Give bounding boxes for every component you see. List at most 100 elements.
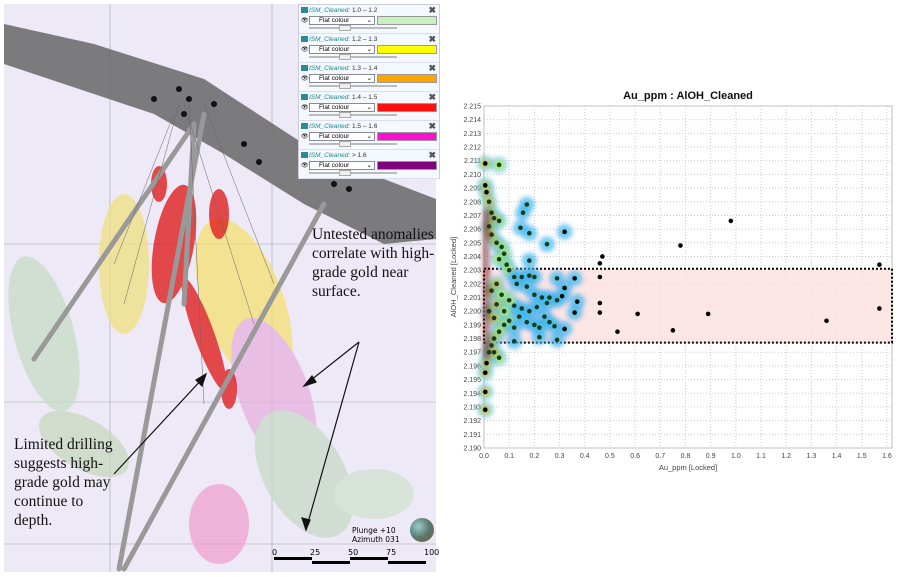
- close-icon[interactable]: ✖: [428, 121, 436, 131]
- colour-swatch[interactable]: [377, 132, 437, 141]
- y-tick-label: 2.201: [463, 295, 481, 302]
- close-icon[interactable]: ✖: [428, 150, 436, 160]
- orientation-globe-icon[interactable]: [410, 518, 434, 542]
- plunge-label: Plunge +10: [352, 526, 396, 535]
- eye-icon[interactable]: 👁: [301, 134, 309, 140]
- y-tick-label: 2.214: [463, 117, 481, 124]
- eye-icon[interactable]: 👁: [301, 76, 309, 82]
- eye-icon[interactable]: 👁: [301, 18, 309, 24]
- slider-handle[interactable]: [339, 83, 351, 89]
- data-point: [511, 338, 517, 344]
- colour-mode-select[interactable]: Flat colour ⌄: [309, 16, 375, 25]
- colour-mode-select[interactable]: Flat colour ⌄: [309, 132, 375, 141]
- colour-mode-select[interactable]: Flat colour ⌄: [309, 103, 375, 112]
- legend-panel: ISM_Cleaned: 1.0 – 1.2 ✖ 👁 Flat colour ⌄ …: [298, 4, 440, 179]
- x-tick-label: 1.6: [882, 453, 892, 460]
- colour-swatch[interactable]: [377, 16, 437, 25]
- y-tick-label: 2.190: [463, 446, 481, 453]
- slider-handle[interactable]: [339, 25, 351, 31]
- annotation-untested-anomalies: Untested anomalies correlate with high-g…: [312, 226, 435, 300]
- colour-mode-select[interactable]: Flat colour ⌄: [309, 74, 375, 83]
- data-point: [524, 319, 530, 325]
- slider-handle[interactable]: [339, 141, 351, 147]
- scale-bar: 0 25 50 75 100: [272, 548, 439, 564]
- x-tick-label: 0.3: [555, 453, 565, 460]
- x-tick-label: 0.2: [530, 453, 540, 460]
- data-point: [547, 295, 552, 300]
- data-point: [542, 314, 547, 319]
- opacity-slider[interactable]: [309, 56, 397, 58]
- folder-icon: [301, 123, 308, 129]
- opacity-slider[interactable]: [309, 114, 397, 116]
- scale-label: 100: [424, 548, 440, 557]
- chart-title: Au_ppm : AlOH_Cleaned: [623, 90, 753, 102]
- data-point: [482, 389, 488, 395]
- scale-label: 75: [386, 548, 397, 557]
- opacity-slider[interactable]: [309, 172, 397, 174]
- slider-handle[interactable]: [339, 112, 351, 118]
- close-icon[interactable]: ✖: [428, 92, 436, 102]
- x-tick-label: 1.3: [807, 453, 817, 460]
- data-point: [877, 306, 882, 311]
- y-tick-label: 2.191: [463, 432, 481, 439]
- data-point: [532, 322, 537, 328]
- data-point: [486, 224, 492, 229]
- data-point: [527, 308, 532, 314]
- eye-icon[interactable]: 👁: [301, 163, 309, 169]
- x-tick-label: 0.6: [630, 453, 640, 460]
- data-point: [572, 276, 577, 281]
- colour-mode-select[interactable]: Flat colour ⌄: [309, 45, 375, 54]
- colour-mode-select[interactable]: Flat colour ⌄: [309, 161, 375, 170]
- anomaly-shells: [8, 194, 414, 564]
- data-point: [527, 230, 532, 236]
- scatter-chart[interactable]: 0.0 0.1 0.2 0.3 0.4 0.5 0.6 0.7 0.8 0.9 1.0 1.1 1.2 1…: [440, 85, 900, 477]
- scale-label: 0: [272, 548, 278, 557]
- colour-swatch[interactable]: [377, 45, 437, 54]
- legend-item: ISM_Cleaned: 1.0 – 1.2 ✖ 👁 Flat colour ⌄: [299, 5, 439, 34]
- data-point: [489, 232, 494, 237]
- close-icon[interactable]: ✖: [428, 5, 436, 15]
- data-point: [562, 326, 567, 332]
- y-tick-label: 2.205: [463, 240, 481, 247]
- colour-swatch[interactable]: [377, 74, 437, 83]
- chart-svg: 0.0 0.1 0.2 0.3 0.4 0.5 0.6 0.7 0.8 0.9 1.0 1.1 1.2 1…: [449, 90, 893, 472]
- data-point: [506, 267, 512, 273]
- folder-icon: [301, 65, 308, 71]
- data-point: [544, 241, 550, 247]
- eye-icon[interactable]: 👁: [301, 47, 309, 53]
- y-tick-label: 2.207: [463, 213, 481, 220]
- opacity-slider[interactable]: [309, 27, 397, 29]
- data-point: [547, 319, 552, 325]
- data-point: [600, 254, 605, 259]
- legend-item: ISM_Cleaned: > 1.6 ✖ 👁 Flat colour ⌄: [299, 150, 439, 179]
- folder-icon: [301, 94, 308, 100]
- y-tick-label: 2.199: [463, 322, 481, 329]
- data-point: [494, 302, 499, 307]
- x-tick-label: 0.4: [580, 453, 590, 460]
- colour-swatch[interactable]: [377, 161, 437, 170]
- y-tick-label: 2.203: [463, 268, 481, 275]
- data-point: [574, 299, 580, 304]
- data-point: [527, 258, 532, 263]
- drill-traces: [113, 103, 275, 405]
- data-point: [496, 256, 502, 262]
- data-point: [482, 370, 488, 376]
- data-point: [597, 261, 603, 266]
- x-tick-label: 0.9: [706, 453, 716, 460]
- colour-swatch[interactable]: [377, 103, 437, 112]
- annotation-limited-drilling: Limited drilling suggests high-grade gol…: [14, 436, 113, 529]
- data-point: [615, 329, 620, 335]
- eye-icon[interactable]: 👁: [301, 105, 309, 111]
- opacity-slider[interactable]: [309, 143, 397, 145]
- arrows: [113, 341, 360, 532]
- slider-handle[interactable]: [339, 170, 351, 176]
- close-icon[interactable]: ✖: [428, 63, 436, 73]
- opacity-slider[interactable]: [309, 85, 397, 87]
- close-icon[interactable]: ✖: [428, 34, 436, 44]
- data-point: [524, 284, 530, 289]
- legend-item: ISM_Cleaned: 1.3 – 1.4 ✖ 👁 Flat colour ⌄: [299, 63, 439, 92]
- slider-handle[interactable]: [339, 54, 351, 60]
- folder-icon: [301, 152, 308, 158]
- data-point: [501, 251, 507, 257]
- data-point: [489, 343, 494, 348]
